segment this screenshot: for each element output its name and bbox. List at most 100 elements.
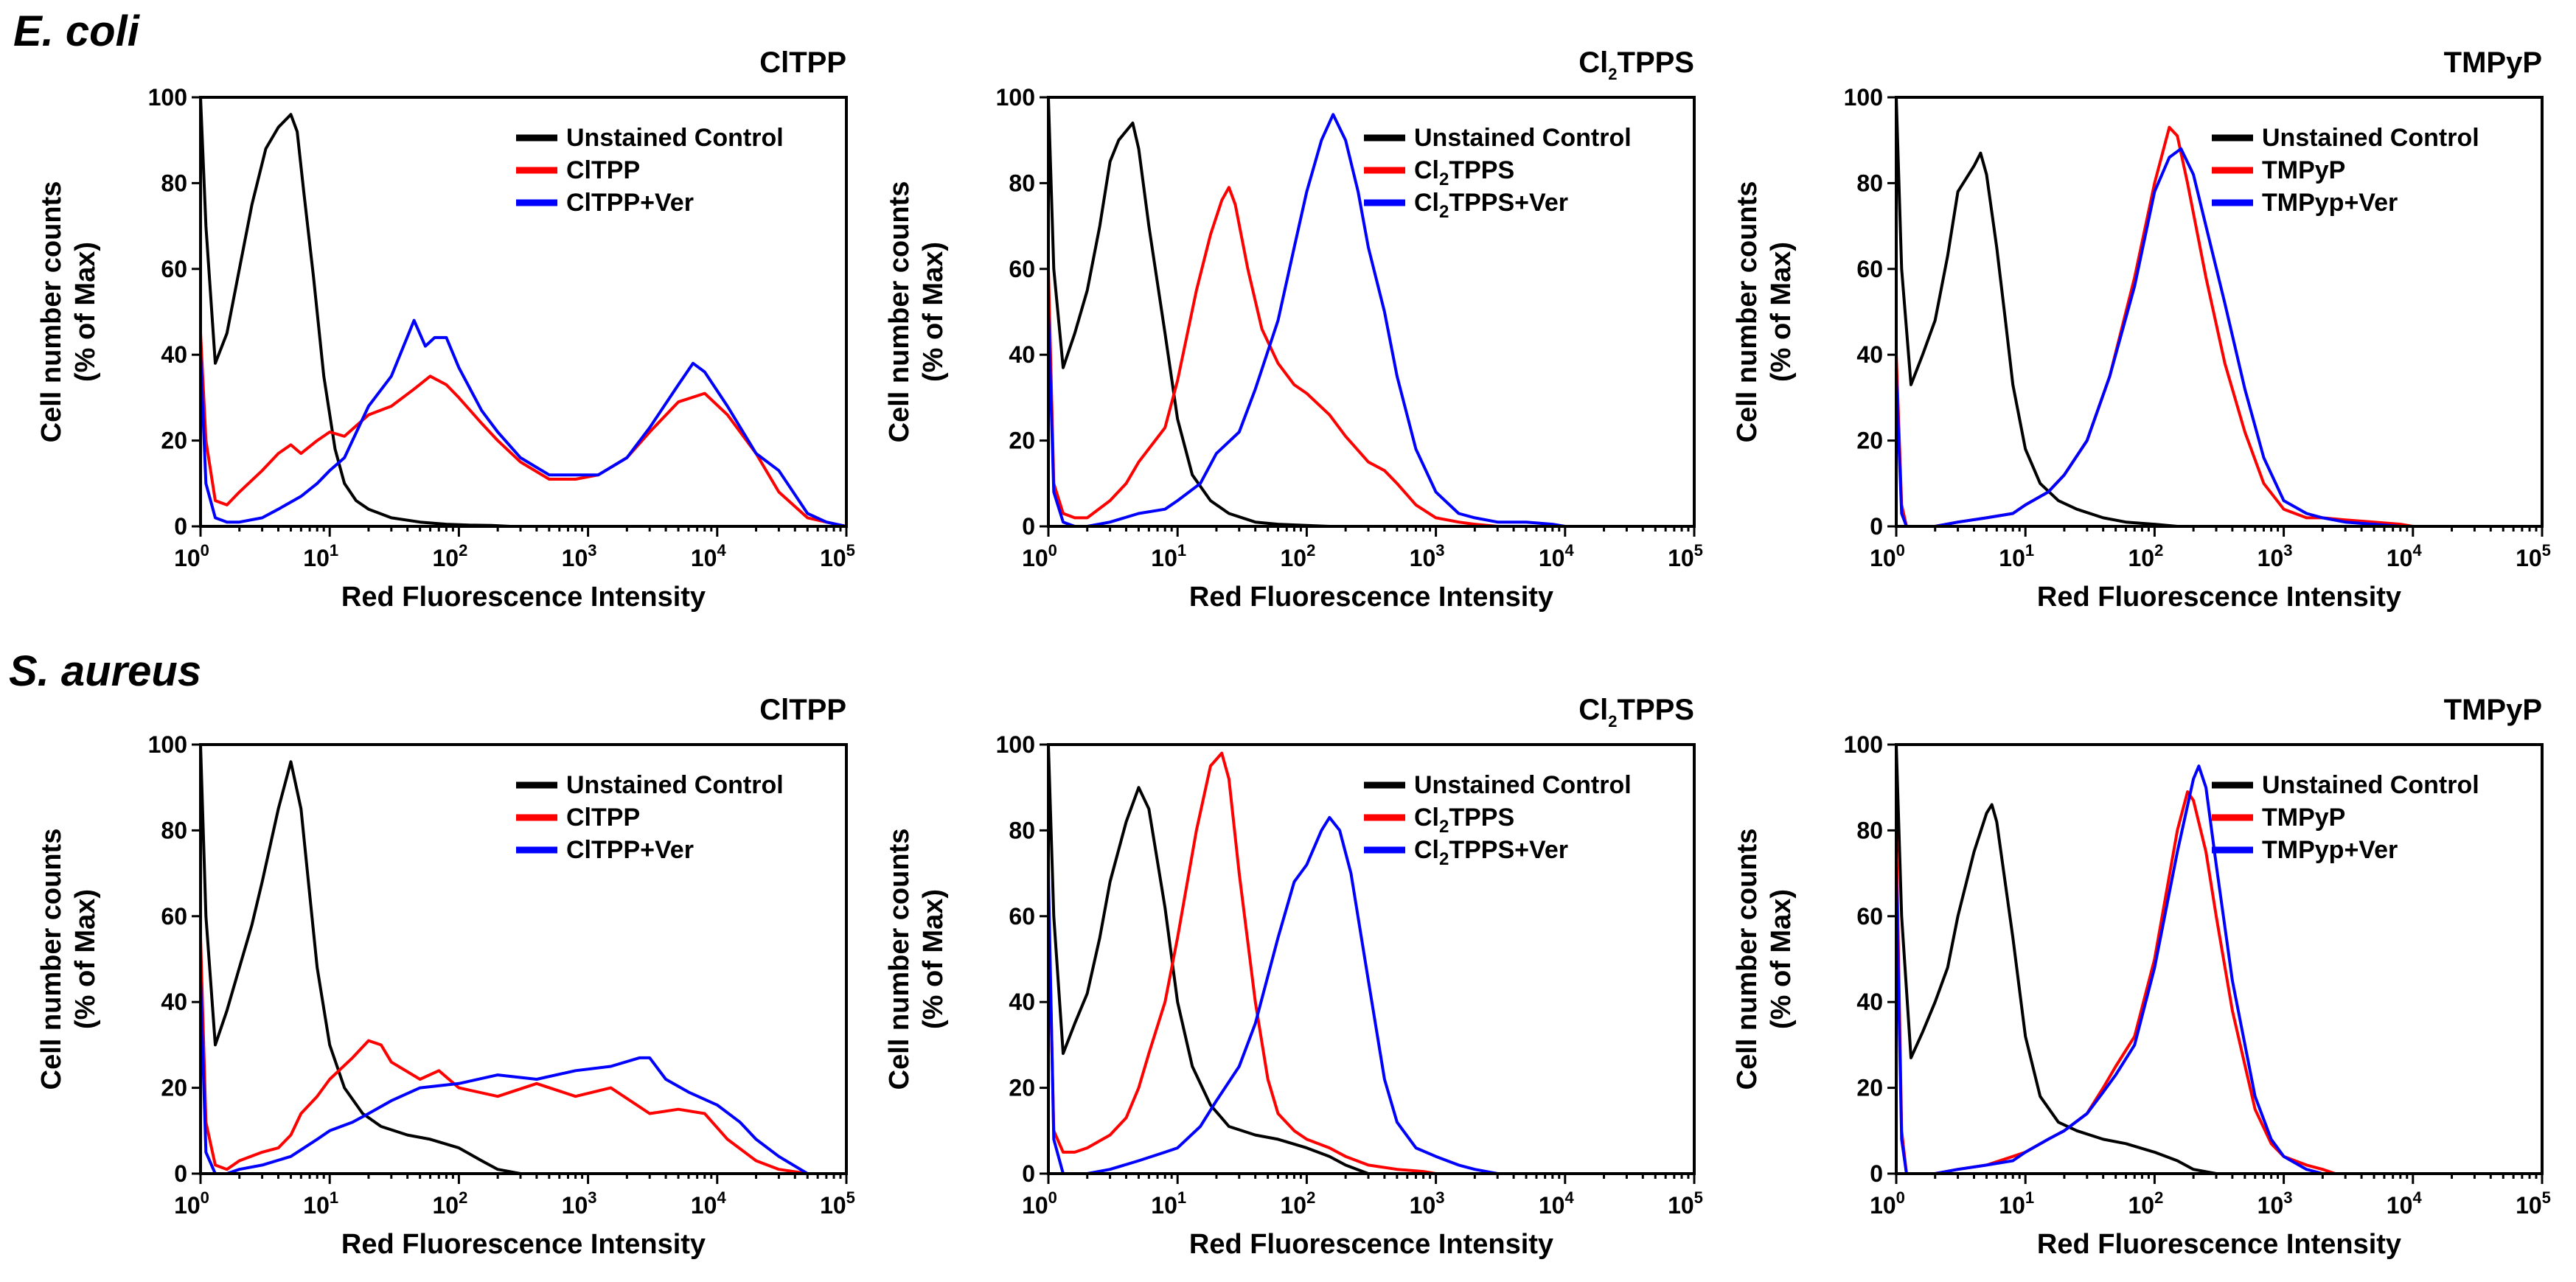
x-tick-label: 101 xyxy=(303,1188,338,1219)
plot-frame xyxy=(1047,96,1696,528)
x-tick-label: 105 xyxy=(1668,541,1703,571)
legend-label: Unstained Control xyxy=(566,771,784,799)
x-tick-label: 104 xyxy=(691,1188,727,1219)
y-tick-label: 0 xyxy=(1870,1160,1883,1187)
histogram-panel-5: TMPyP 0 20 40 60 80 100 100 101 102 103 104 105 Red F… xyxy=(1732,694,2551,1260)
x-axis-label: Red Fluorescence Intensity xyxy=(341,1229,706,1260)
x-tick-label: 104 xyxy=(691,541,727,571)
series-line-2 xyxy=(201,979,810,1174)
x-tick-label: 100 xyxy=(1870,541,1905,571)
y-tick-label: 100 xyxy=(1844,84,1883,111)
y-tick-label: 80 xyxy=(161,817,187,843)
y-tick-label: 20 xyxy=(1009,428,1035,454)
y-axis-label: Cell number counts (% of Max) xyxy=(36,829,101,1090)
row-label-saureus: S. aureus xyxy=(9,647,201,695)
x-axis-label: Red Fluorescence Intensity xyxy=(1189,582,1553,613)
y-tick-label: 40 xyxy=(161,989,187,1015)
x-tick-label: 101 xyxy=(1999,541,2034,571)
series-line-2 xyxy=(1896,764,2325,1174)
plot-frame xyxy=(199,96,848,528)
y-tick-label: 40 xyxy=(1856,341,1883,368)
legend-label: Cl2TPPS+Ver xyxy=(1414,836,1568,869)
histogram-panel-2: TMPyP 0 20 40 60 80 100 100 101 102 103 104 105 Red F… xyxy=(1732,46,2551,613)
x-axis-label: Red Fluorescence Intensity xyxy=(2037,582,2401,613)
x-tick-label: 101 xyxy=(1151,541,1186,571)
x-tick-label: 105 xyxy=(820,1188,855,1219)
series-line-0 xyxy=(201,743,522,1174)
series-line-1 xyxy=(201,332,846,526)
x-tick-label: 104 xyxy=(2387,541,2423,571)
panel-title: Cl2TPPS xyxy=(1578,694,1694,731)
panel-title: TMPyP xyxy=(2444,46,2542,79)
x-tick-label: 103 xyxy=(2258,1188,2293,1219)
x-tick-label: 101 xyxy=(1999,1188,2034,1219)
legend-label: Unstained Control xyxy=(2262,771,2479,799)
x-tick-label: 101 xyxy=(303,541,338,571)
y-axis-label: Cell number counts (% of Max) xyxy=(884,181,949,443)
y-tick-label: 40 xyxy=(1856,989,1883,1015)
y-tick-label: 20 xyxy=(161,428,187,454)
legend-label: TMPyP xyxy=(2262,804,2345,832)
series-line-2 xyxy=(1048,113,1567,526)
x-tick-label: 102 xyxy=(432,541,467,571)
histogram-panel-0: ClTPP 0 20 40 60 80 100 100 101 102 103 104 105 Red F… xyxy=(36,46,855,613)
y-tick-label: 60 xyxy=(1856,256,1883,282)
y-tick-label: 0 xyxy=(1022,1160,1035,1187)
x-tick-label: 102 xyxy=(1280,1188,1315,1219)
legend-label: ClTPP xyxy=(566,804,640,832)
y-tick-label: 80 xyxy=(1009,170,1035,196)
x-tick-label: 103 xyxy=(1410,1188,1445,1219)
panel-title: Cl2TPPS xyxy=(1578,46,1694,83)
y-tick-label: 80 xyxy=(1856,170,1883,196)
y-tick-label: 80 xyxy=(1856,817,1883,843)
y-tick-label: 60 xyxy=(1009,903,1035,930)
x-tick-label: 102 xyxy=(1280,541,1315,571)
x-tick-label: 101 xyxy=(1151,1188,1186,1219)
y-tick-label: 40 xyxy=(1009,341,1035,368)
y-tick-label: 100 xyxy=(996,84,1035,111)
plot-frame xyxy=(1895,743,2544,1175)
histogram-panel-1: Cl2TPPS 0 20 40 60 80 100 100 101 102 103 104 105 Red… xyxy=(884,46,1703,613)
x-tick-label: 100 xyxy=(174,1188,209,1219)
x-tick-label: 100 xyxy=(1022,1188,1057,1219)
legend-label: Cl2TPPS xyxy=(1414,156,1514,189)
y-tick-label: 80 xyxy=(1009,817,1035,843)
histogram-panel-4: Cl2TPPS 0 20 40 60 80 100 100 101 102 103 104 105 Red… xyxy=(884,694,1703,1260)
x-tick-label: 100 xyxy=(1870,1188,1905,1219)
x-tick-label: 102 xyxy=(2128,541,2163,571)
y-tick-label: 40 xyxy=(161,341,187,368)
panel-title: TMPyP xyxy=(2444,694,2542,726)
x-tick-label: 100 xyxy=(174,541,209,571)
legend-label: ClTPP+Ver xyxy=(566,189,694,217)
y-tick-label: 100 xyxy=(996,731,1035,758)
series-line-0 xyxy=(1048,96,1331,526)
y-tick-label: 0 xyxy=(1022,513,1035,540)
legend-label: Unstained Control xyxy=(1414,771,1632,799)
y-tick-label: 20 xyxy=(161,1075,187,1101)
y-axis-label: Cell number counts (% of Max) xyxy=(884,829,949,1090)
series-line-0 xyxy=(1048,743,1370,1174)
x-tick-label: 104 xyxy=(2387,1188,2423,1219)
panel-title: ClTPP xyxy=(759,46,846,79)
legend-label: ClTPP+Ver xyxy=(566,836,694,864)
x-tick-label: 103 xyxy=(562,1188,597,1219)
y-tick-label: 60 xyxy=(161,903,187,930)
plot-frame xyxy=(1047,743,1696,1175)
legend-label: TMPyP xyxy=(2262,156,2345,184)
series-line-1 xyxy=(1048,186,1500,526)
series-line-1 xyxy=(1896,125,2415,526)
y-tick-label: 100 xyxy=(1844,731,1883,758)
y-axis-label: Cell number counts (% of Max) xyxy=(36,181,101,443)
x-tick-label: 102 xyxy=(2128,1188,2163,1219)
x-tick-label: 103 xyxy=(2258,541,2293,571)
x-tick-label: 105 xyxy=(2516,541,2551,571)
y-tick-label: 100 xyxy=(148,731,187,758)
x-tick-label: 103 xyxy=(1410,541,1445,571)
plot-frame xyxy=(1895,96,2544,528)
series-line-2 xyxy=(1896,147,2402,526)
row-label-ecoli: E. coli xyxy=(13,7,141,55)
y-tick-label: 0 xyxy=(174,513,187,540)
panel-title: ClTPP xyxy=(759,694,846,726)
histogram-panel-3: ClTPP 0 20 40 60 80 100 100 101 102 103 104 105 Red F… xyxy=(36,694,855,1260)
